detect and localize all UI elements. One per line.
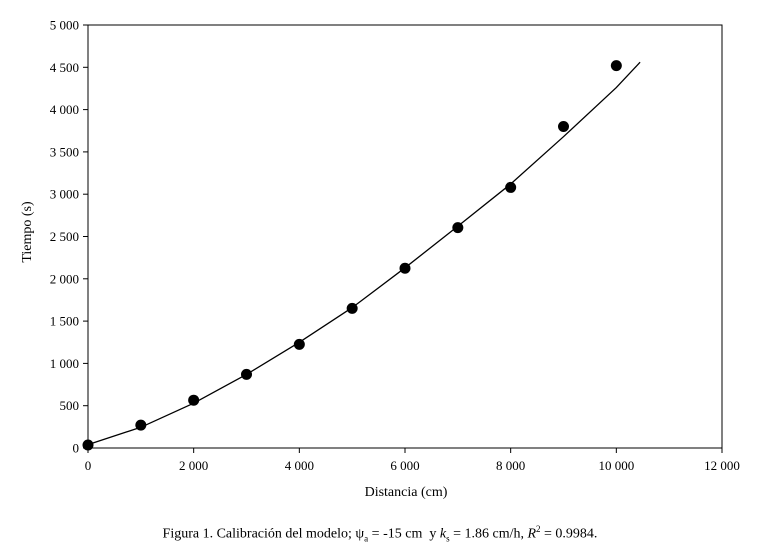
chart: 0 2 000 4 000 6 000 8 000 10 000 12 000 0 500 1 … — [20, 18, 740, 501]
caption-r-value: = 0.9984. — [540, 526, 598, 542]
caption-prefix: Figura 1. Calibración del modelo; — [162, 526, 356, 542]
y-tick-label: 500 — [60, 398, 80, 413]
x-axis-title: Distancia (cm) — [365, 485, 448, 500]
data-point — [135, 419, 147, 431]
x-tick-label: 12 000 — [704, 458, 740, 473]
y-tick-label: 4 000 — [50, 102, 79, 117]
caption-k-value: = 1.86 cm/h, — [449, 526, 528, 542]
y-tick-label: 5 000 — [50, 18, 79, 33]
x-tick-label: 2 000 — [179, 458, 208, 473]
data-point — [505, 181, 517, 193]
plot-frame — [87, 24, 723, 449]
y-tick-label: 3 000 — [50, 187, 79, 202]
x-tick-label: 10 000 — [598, 458, 634, 473]
data-point — [610, 60, 622, 72]
data-points — [82, 60, 622, 451]
caption-r-superscript: 2 — [536, 524, 541, 534]
caption-psi: ψ — [355, 526, 365, 542]
caption-r: R — [527, 526, 537, 542]
caption-k-subscript: s — [446, 533, 450, 544]
y-tick-label: 3 500 — [50, 144, 79, 159]
fitted-curve-line — [87, 61, 641, 446]
y-tick-label: 2 000 — [50, 271, 79, 286]
plot-area-border — [87, 24, 723, 449]
x-tick-label: 8 000 — [496, 458, 525, 473]
data-point — [241, 368, 252, 380]
y-tick-label: 4 500 — [50, 60, 79, 75]
caption-psi-value: = -15 cm y — [368, 526, 440, 542]
data-point — [188, 394, 200, 406]
fitted-curve — [87, 61, 641, 446]
data-point — [452, 222, 464, 234]
y-tick-label: 1 000 — [50, 356, 79, 371]
data-point — [558, 121, 569, 133]
y-tick-label: 1 500 — [50, 314, 79, 329]
data-point — [399, 262, 411, 274]
caption-psi-subscript: a — [364, 533, 369, 544]
y-axis-ticks: 0 500 1 000 1 500 2 000 2 500 3 000 3 500 4 000 4… — [50, 18, 88, 456]
x-tick-label: 0 — [85, 458, 92, 473]
figure-caption: Figura 1. Calibración del modelo; ψa = -… — [0, 524, 760, 543]
x-axis-ticks: 0 2 000 4 000 6 000 8 000 10 000 12 000 — [85, 448, 740, 473]
caption-k: k — [439, 526, 447, 542]
y-axis-title: Tiempo (s) — [20, 201, 35, 263]
y-tick-label: 0 — [73, 441, 80, 456]
data-point — [346, 302, 358, 314]
x-tick-label: 6 000 — [390, 458, 419, 473]
x-tick-label: 4 000 — [285, 458, 314, 473]
data-point — [293, 338, 305, 350]
data-point — [82, 439, 94, 451]
y-tick-label: 2 500 — [50, 229, 79, 244]
